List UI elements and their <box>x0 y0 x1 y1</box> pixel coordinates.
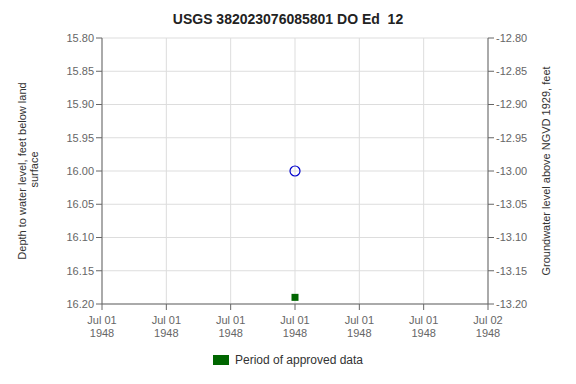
svg-text:Jul 011948: Jul 011948 <box>409 314 438 339</box>
svg-text:Jul 011948: Jul 011948 <box>87 314 116 339</box>
svg-text:16.15: 16.15 <box>66 265 94 277</box>
svg-text:15.95: 15.95 <box>66 132 94 144</box>
svg-text:-13.05: -13.05 <box>496 198 527 210</box>
svg-text:-13.20: -13.20 <box>496 298 527 310</box>
svg-text:15.90: 15.90 <box>66 98 94 110</box>
svg-text:Depth to water level, feet bel: Depth to water level, feet below land su… <box>16 82 40 259</box>
svg-text:-12.80: -12.80 <box>496 32 527 44</box>
svg-text:16.20: 16.20 <box>66 298 94 310</box>
svg-text:16.10: 16.10 <box>66 231 94 243</box>
svg-text:Jul 011948: Jul 011948 <box>216 314 245 339</box>
svg-text:-12.90: -12.90 <box>496 98 527 110</box>
svg-text:16.05: 16.05 <box>66 198 94 210</box>
svg-text:15.80: 15.80 <box>66 32 94 44</box>
svg-text:Jul 011948: Jul 011948 <box>345 314 374 339</box>
svg-text:Jul 011948: Jul 011948 <box>280 314 309 339</box>
svg-text:Groundwater level above NGVD 1: Groundwater level above NGVD 1929, feet <box>540 66 552 275</box>
svg-text:-13.00: -13.00 <box>496 165 527 177</box>
svg-text:-12.85: -12.85 <box>496 65 527 77</box>
svg-text:15.85: 15.85 <box>66 65 94 77</box>
svg-text:Jul 011948: Jul 011948 <box>152 314 181 339</box>
html-text:USGS 382023076085801 DO Ed 12: USGS 382023076085801 DO Ed 12 <box>172 11 404 27</box>
svg-text:Jul 021948: Jul 021948 <box>473 314 502 339</box>
svg-text:-13.10: -13.10 <box>496 231 527 243</box>
svg-text:16.00: 16.00 <box>66 165 94 177</box>
svg-text:-13.15: -13.15 <box>496 265 527 277</box>
html-text:Period of approved data: Period of approved data <box>235 353 363 367</box>
svg-text:-12.95: -12.95 <box>496 132 527 144</box>
